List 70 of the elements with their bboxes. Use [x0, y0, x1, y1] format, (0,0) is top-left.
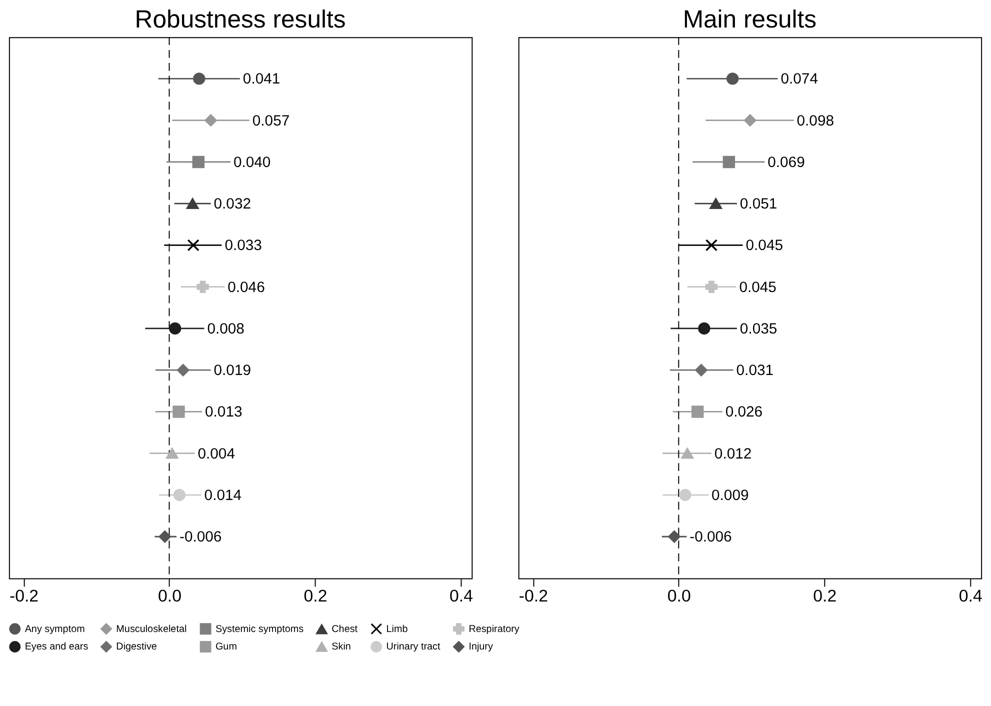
point [166, 448, 178, 459]
point [196, 280, 209, 293]
point [698, 322, 710, 335]
data-label: 0.035 [740, 321, 778, 338]
point [176, 364, 190, 376]
point [695, 364, 708, 376]
legend-label: Digestive [116, 642, 158, 653]
data-label: 0.057 [252, 113, 290, 130]
point [168, 322, 182, 335]
point [710, 198, 722, 209]
point [744, 114, 756, 126]
x-tick-label: 0.0 [667, 586, 691, 606]
legend-label: Injury [468, 642, 493, 653]
data-label: 0.040 [233, 154, 271, 171]
point [204, 114, 217, 126]
legend-label: Urinary tract [386, 642, 440, 653]
legend-label: Respiratory [468, 624, 520, 635]
x-tick-label: 0.2 [813, 586, 837, 606]
legend-label: Skin [332, 642, 351, 653]
data-label: 0.031 [736, 363, 774, 380]
legend-label: Chest [332, 624, 358, 636]
data-label: 0.013 [205, 404, 242, 421]
point [705, 280, 718, 293]
x-tick-label: 0.0 [158, 586, 182, 606]
legend-label: Any symptom [24, 624, 85, 635]
point [726, 72, 739, 85]
data-label: 0.045 [739, 280, 776, 296]
data-label: -0.006 [690, 530, 732, 546]
point [187, 239, 200, 252]
point [158, 530, 171, 543]
x-tick-label: -0.2 [518, 586, 548, 606]
legend-label: Gum [215, 642, 237, 653]
data-label: 0.012 [714, 446, 752, 462]
data-label: 0.074 [780, 72, 818, 88]
data-label: 0.009 [712, 488, 749, 504]
data-label: -0.006 [180, 530, 222, 546]
data-label: 0.041 [242, 72, 280, 88]
x-tick-label: 0.4 [958, 586, 982, 606]
legend-label: Limb [386, 624, 408, 635]
point [193, 72, 206, 85]
point [679, 488, 692, 502]
data-label: 0.026 [725, 404, 763, 421]
point [173, 488, 186, 502]
point [681, 448, 694, 459]
chart-title: Robustness results [134, 6, 346, 34]
data-label: 0.045 [746, 238, 783, 254]
data-label: 0.046 [228, 280, 265, 296]
legend-label: Musculoskeletal [116, 624, 187, 635]
legend-label: Systemic symptoms [215, 624, 304, 635]
data-label: 0.019 [214, 363, 252, 380]
point [705, 239, 718, 252]
data-label: 0.033 [224, 238, 262, 254]
legend-label: Eyes and ears [24, 642, 88, 653]
x-tick-label: 0.2 [304, 586, 328, 606]
data-label: 0.069 [768, 154, 805, 171]
point [722, 156, 736, 168]
data-label: 0.014 [204, 488, 242, 504]
point [668, 530, 680, 543]
data-label: 0.008 [207, 321, 244, 338]
point [172, 406, 185, 418]
point [186, 198, 199, 209]
data-label: 0.098 [796, 113, 834, 130]
point [192, 156, 205, 168]
data-label: 0.051 [740, 196, 778, 213]
x-tick-label: -0.2 [9, 586, 39, 606]
point [692, 406, 704, 418]
data-label: 0.004 [198, 446, 235, 462]
x-tick-label: 0.4 [450, 586, 473, 606]
chart-title: Main results [682, 6, 817, 34]
data-label: 0.032 [214, 196, 252, 213]
